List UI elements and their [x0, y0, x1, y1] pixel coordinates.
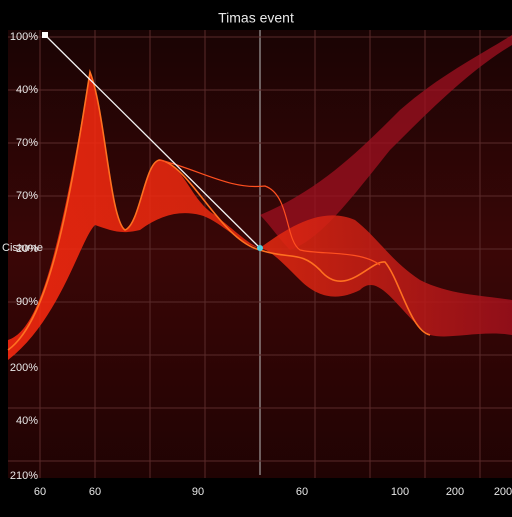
ribbon-edge	[159, 159, 381, 266]
y-tick-label: 20%	[16, 243, 38, 255]
x-tick-label: 200	[494, 486, 512, 498]
trend-line	[44, 34, 261, 249]
y-axis-label: Cisturne	[2, 242, 43, 254]
marker-point	[257, 245, 263, 251]
y-tick-labels: 100% 40% 70% 70% 20% 90% 200% 40% 210%	[10, 31, 38, 482]
ribbon-main	[8, 72, 512, 360]
trend-start	[42, 32, 48, 38]
y-tick-label: 210%	[10, 470, 38, 482]
x-tick-labels: 60 60 90 60 100 200 200	[34, 486, 512, 498]
x-tick-label: 60	[34, 486, 46, 498]
x-tick-label: 60	[89, 486, 101, 498]
y-tick-label: 200%	[10, 362, 38, 374]
x-tick-label: 60	[296, 486, 308, 498]
y-tick-label: 70%	[16, 137, 38, 149]
ribbon-back	[260, 35, 512, 250]
y-tick-label: 90%	[16, 296, 38, 308]
y-tick-label: 40%	[16, 415, 38, 427]
x-tick-label: 200	[446, 486, 464, 498]
chart-title: Timas event	[218, 10, 294, 26]
y-tick-label: 100%	[10, 31, 38, 43]
y-tick-label: 40%	[16, 84, 38, 96]
ribbons	[7, 35, 512, 360]
x-tick-label: 90	[192, 486, 204, 498]
y-tick-label: 70%	[16, 190, 38, 202]
x-tick-label: 100	[391, 486, 409, 498]
